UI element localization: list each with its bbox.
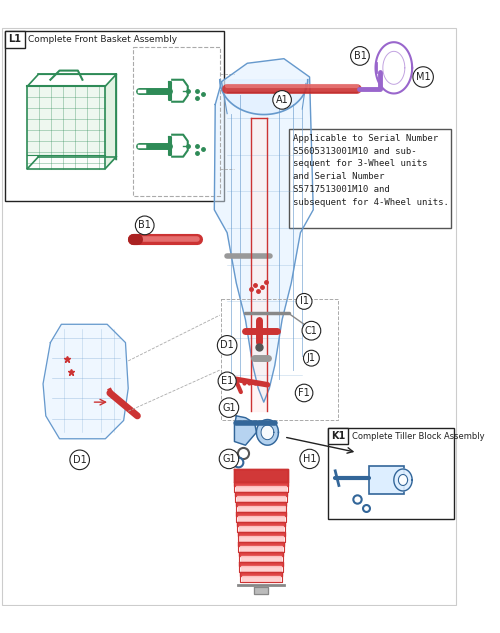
Polygon shape [43,324,128,439]
Polygon shape [238,516,284,522]
Text: Applicable to Serial Number
S5605313001M10 and sub-
sequent for 3-Wheel units
an: Applicable to Serial Number S5605313001M… [293,134,449,207]
Polygon shape [394,469,412,491]
Polygon shape [106,74,117,168]
Polygon shape [241,566,281,572]
Polygon shape [242,575,281,582]
Text: L1: L1 [8,34,21,44]
Polygon shape [261,425,274,440]
Polygon shape [237,522,285,526]
Text: B1: B1 [354,51,366,61]
Polygon shape [238,532,284,536]
Polygon shape [256,420,278,445]
Text: A1: A1 [276,95,288,105]
Polygon shape [251,118,268,411]
Polygon shape [398,475,407,486]
Bar [288,129,450,228]
Bar [328,428,348,444]
Bar [328,428,454,519]
Text: C1: C1 [305,326,318,335]
Bar [369,467,404,494]
Text: G1: G1 [222,403,236,413]
Polygon shape [235,492,287,496]
Text: D1: D1 [73,455,86,465]
Polygon shape [237,496,285,502]
Bar [4,31,224,201]
Polygon shape [238,506,284,511]
Text: E1: E1 [221,376,234,386]
Polygon shape [240,556,282,561]
Text: H1: H1 [303,454,316,464]
Polygon shape [214,59,313,402]
Text: G1: G1 [222,454,236,464]
Polygon shape [234,416,256,445]
Polygon shape [240,572,282,575]
Polygon shape [238,552,284,556]
Polygon shape [240,546,282,552]
Polygon shape [234,469,288,482]
Text: B1: B1 [138,220,151,230]
Text: M1: M1 [416,72,430,82]
Polygon shape [376,42,412,94]
Polygon shape [236,486,286,492]
Text: F1: F1 [298,388,310,398]
Polygon shape [238,542,284,546]
Polygon shape [254,587,268,594]
Text: Complete Tiller Block Assembly: Complete Tiller Block Assembly [352,432,484,441]
Polygon shape [240,536,282,542]
Text: Complete Front Basket Assembly: Complete Front Basket Assembly [28,35,178,44]
Polygon shape [238,526,284,532]
Bar [4,31,24,47]
Text: J1: J1 [307,353,316,363]
Text: I1: I1 [300,296,308,306]
Polygon shape [240,561,282,566]
Polygon shape [28,155,106,168]
Polygon shape [236,511,286,516]
Text: D1: D1 [220,341,234,350]
Polygon shape [236,502,286,506]
Polygon shape [234,482,288,486]
Polygon shape [220,80,308,115]
Text: K1: K1 [331,431,345,441]
Polygon shape [28,86,106,168]
